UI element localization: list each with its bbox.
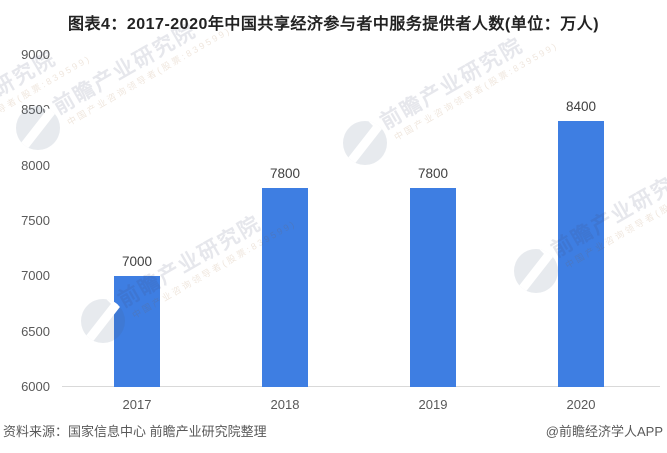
chart-title: 图表4：2017-2020年中国共享经济参与者中服务提供者人数(单位：万人) <box>67 16 600 33</box>
y-axis-label: 9000 <box>21 47 50 62</box>
bar-value-label: 7000 <box>121 254 153 270</box>
y-axis-label: 6000 <box>21 379 50 394</box>
x-axis-label: 2018 <box>270 397 300 412</box>
bar-2017 <box>114 276 160 387</box>
y-axis-label: 7000 <box>21 268 50 284</box>
watermark-logo <box>343 121 387 165</box>
watermark-brand: 前瞻产业研究院 <box>376 33 528 135</box>
bar-2018 <box>262 187 308 387</box>
watermark-logo <box>514 249 558 293</box>
source-note: 资料来源：国家信息中心 前瞻产业研究院整理 <box>3 424 267 439</box>
y-axis-label: 6500 <box>21 323 50 339</box>
bar-value-label: 7800 <box>417 165 449 181</box>
bar-value-label: 8400 <box>565 99 597 115</box>
y-axis-label: 8500 <box>21 102 50 118</box>
watermark-text: 前瞻产业研究院 中国产业咨询领导者(股票:839599) <box>377 19 560 144</box>
x-axis-line <box>62 386 660 387</box>
x-axis-label: 2017 <box>122 397 152 412</box>
credit-note: @前瞻经济学人APP <box>545 424 663 439</box>
watermark-tagline: 中国产业咨询领导者(股票:839599) <box>392 40 560 143</box>
x-axis-label: 2019 <box>418 397 448 412</box>
watermark-tagline: 中国产业咨询领导者(股票:839599) <box>65 25 233 128</box>
bar-2020 <box>558 121 604 387</box>
x-axis-label: 2020 <box>566 397 596 412</box>
y-axis-label: 7500 <box>21 213 50 228</box>
bar-value-label: 7800 <box>269 165 301 181</box>
bar-2019 <box>410 187 456 387</box>
y-axis-label: 8000 <box>21 157 50 173</box>
